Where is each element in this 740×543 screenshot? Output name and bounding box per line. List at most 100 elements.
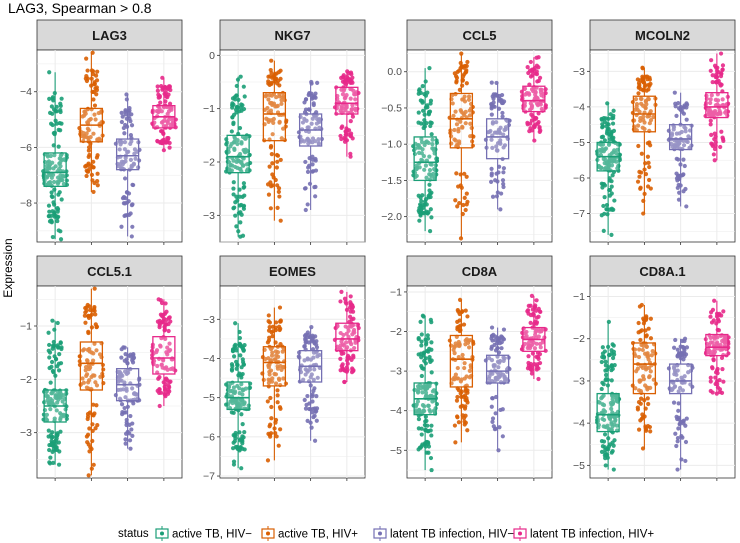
data-point [233, 200, 238, 205]
data-point [503, 127, 508, 132]
series-group [666, 90, 694, 209]
data-point [84, 173, 89, 179]
data-point [464, 191, 469, 196]
data-point [50, 318, 55, 323]
data-point [720, 97, 725, 102]
data-point [532, 304, 537, 310]
data-point [423, 79, 428, 84]
data-point [231, 186, 236, 191]
data-point [418, 351, 424, 356]
data-point [343, 108, 348, 113]
facet-strip [589, 19, 736, 51]
data-point [647, 424, 653, 430]
data-point [538, 87, 543, 92]
data-point [681, 189, 686, 194]
data-point [464, 81, 469, 86]
data-point [527, 128, 532, 134]
data-point [427, 182, 432, 187]
data-point [164, 309, 169, 314]
data-point [312, 185, 317, 190]
data-point [55, 175, 61, 180]
data-point [640, 66, 645, 71]
data-point [235, 141, 240, 147]
data-point [95, 183, 100, 188]
data-point [156, 376, 161, 381]
data-point [92, 103, 98, 108]
data-point [45, 394, 50, 399]
data-point [647, 77, 653, 82]
data-point [158, 129, 164, 134]
data-point [464, 396, 469, 401]
legend-item: latent TB infection, HIV− [373, 526, 514, 541]
data-point [535, 79, 540, 84]
data-point [58, 391, 64, 397]
y-tick-label: −1 [573, 291, 585, 303]
data-point [500, 434, 505, 439]
data-point [239, 375, 244, 380]
data-point [536, 119, 541, 125]
data-point [708, 314, 713, 319]
data-point [492, 104, 497, 109]
data-point [644, 333, 649, 338]
data-point [275, 205, 280, 210]
data-point [422, 167, 427, 172]
data-point [636, 143, 641, 149]
data-point [600, 134, 606, 139]
data-point [456, 420, 462, 425]
data-point [244, 168, 250, 173]
data-point [46, 159, 52, 164]
data-point [279, 101, 284, 106]
data-point [461, 202, 466, 208]
box [705, 92, 729, 119]
facet-panel: CD8A −1 −2 −3 −4 −5 [390, 255, 553, 481]
data-point [429, 433, 434, 438]
data-point [719, 129, 724, 134]
data-point [603, 363, 608, 368]
panel-background [36, 285, 183, 479]
data-point [312, 386, 317, 391]
data-point [307, 181, 313, 186]
data-point [675, 467, 680, 472]
data-point [47, 447, 52, 453]
data-point [54, 109, 59, 114]
data-point [424, 175, 429, 180]
facet-panel: NKG7 0 −1 −2 −3 [203, 19, 366, 245]
data-point [156, 109, 161, 114]
data-point [241, 206, 246, 211]
data-point [647, 164, 652, 170]
box [485, 118, 510, 160]
data-point [429, 423, 434, 428]
data-point [496, 129, 501, 134]
data-point [612, 198, 617, 203]
data-point [56, 462, 62, 467]
data-point [500, 110, 505, 116]
data-point [462, 422, 467, 427]
data-point [428, 455, 434, 461]
data-point [93, 117, 98, 122]
data-point [419, 432, 424, 437]
data-point [159, 140, 165, 146]
data-point [129, 164, 134, 170]
data-point [231, 192, 236, 197]
data-point [128, 413, 133, 419]
data-point [460, 83, 465, 88]
series-group [447, 51, 476, 241]
data-point [133, 156, 138, 161]
data-point [417, 210, 422, 215]
y-tick-label: 0.0 [387, 66, 402, 78]
data-point [350, 80, 355, 85]
data-point [339, 75, 344, 80]
data-point [277, 120, 282, 125]
data-point [268, 67, 273, 73]
data-point [58, 429, 63, 434]
legend-key-point [378, 531, 382, 536]
data-point [489, 166, 494, 171]
data-point [265, 105, 270, 111]
data-point [235, 165, 240, 171]
data-point [534, 69, 539, 74]
data-point [239, 141, 244, 146]
data-point [537, 129, 542, 134]
data-point [679, 457, 684, 462]
data-point [157, 320, 162, 326]
